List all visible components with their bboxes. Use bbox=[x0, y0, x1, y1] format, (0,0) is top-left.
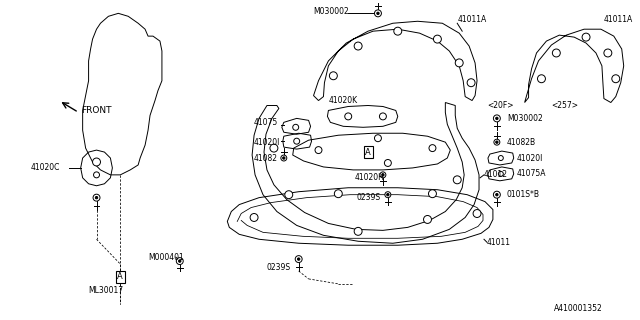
Circle shape bbox=[285, 191, 292, 199]
Text: 41075A: 41075A bbox=[516, 169, 546, 178]
Circle shape bbox=[380, 172, 386, 178]
Text: A: A bbox=[117, 272, 123, 281]
Circle shape bbox=[374, 10, 381, 17]
Circle shape bbox=[582, 33, 590, 41]
Text: 0101S*B: 0101S*B bbox=[507, 190, 540, 199]
Text: A410001352: A410001352 bbox=[554, 304, 603, 313]
Circle shape bbox=[377, 12, 379, 14]
Circle shape bbox=[433, 35, 442, 43]
Circle shape bbox=[315, 147, 322, 154]
Text: M000401: M000401 bbox=[148, 252, 184, 262]
Circle shape bbox=[93, 172, 99, 178]
Text: M030002: M030002 bbox=[507, 114, 543, 123]
Circle shape bbox=[250, 213, 258, 221]
Circle shape bbox=[429, 190, 436, 198]
Circle shape bbox=[95, 196, 98, 199]
Circle shape bbox=[374, 135, 381, 142]
Text: 41020I: 41020I bbox=[254, 138, 280, 147]
Circle shape bbox=[467, 79, 475, 87]
Text: FRONT: FRONT bbox=[81, 106, 111, 115]
Text: 41075: 41075 bbox=[254, 118, 278, 127]
Circle shape bbox=[453, 176, 461, 184]
Circle shape bbox=[283, 157, 285, 159]
Circle shape bbox=[612, 75, 620, 83]
Circle shape bbox=[176, 258, 183, 265]
Text: <20F>: <20F> bbox=[487, 101, 513, 110]
Text: A: A bbox=[365, 148, 371, 156]
Circle shape bbox=[493, 115, 500, 122]
Circle shape bbox=[552, 49, 560, 57]
Circle shape bbox=[424, 215, 431, 223]
Text: 41020K: 41020K bbox=[328, 96, 358, 105]
Text: 41020H: 41020H bbox=[354, 173, 384, 182]
Text: M030002: M030002 bbox=[314, 7, 349, 16]
Circle shape bbox=[499, 156, 503, 161]
Circle shape bbox=[298, 258, 300, 260]
Circle shape bbox=[385, 159, 391, 166]
Text: 41020I: 41020I bbox=[516, 154, 543, 163]
Circle shape bbox=[354, 42, 362, 50]
Circle shape bbox=[93, 194, 100, 201]
Circle shape bbox=[345, 113, 352, 120]
Circle shape bbox=[429, 145, 436, 152]
Circle shape bbox=[330, 72, 337, 80]
Circle shape bbox=[499, 172, 503, 176]
Text: 41082B: 41082B bbox=[507, 138, 536, 147]
Circle shape bbox=[292, 124, 299, 130]
Circle shape bbox=[334, 190, 342, 198]
Text: 41012: 41012 bbox=[484, 170, 508, 180]
Circle shape bbox=[493, 191, 500, 198]
Text: 0239S: 0239S bbox=[356, 193, 380, 202]
Text: 0239S: 0239S bbox=[267, 262, 291, 272]
Circle shape bbox=[495, 141, 498, 143]
Circle shape bbox=[295, 256, 302, 263]
Text: 41020C: 41020C bbox=[31, 164, 61, 172]
Text: 41011A: 41011A bbox=[604, 15, 633, 24]
Circle shape bbox=[281, 155, 287, 161]
Circle shape bbox=[495, 117, 498, 120]
Circle shape bbox=[381, 174, 384, 176]
Circle shape bbox=[179, 260, 181, 262]
Text: 41011A: 41011A bbox=[457, 15, 486, 24]
Circle shape bbox=[385, 192, 391, 198]
Text: ML30017: ML30017 bbox=[88, 286, 124, 295]
Circle shape bbox=[394, 27, 402, 35]
Circle shape bbox=[387, 194, 389, 196]
Circle shape bbox=[354, 228, 362, 235]
Circle shape bbox=[294, 138, 300, 144]
Text: 41082: 41082 bbox=[254, 154, 278, 163]
Circle shape bbox=[93, 158, 100, 166]
Circle shape bbox=[455, 59, 463, 67]
Circle shape bbox=[495, 194, 498, 196]
Text: 41011: 41011 bbox=[487, 238, 511, 247]
Circle shape bbox=[473, 210, 481, 218]
Text: <257>: <257> bbox=[551, 101, 578, 110]
Circle shape bbox=[538, 75, 545, 83]
Circle shape bbox=[380, 113, 387, 120]
Circle shape bbox=[270, 144, 278, 152]
Circle shape bbox=[604, 49, 612, 57]
Circle shape bbox=[494, 139, 500, 145]
